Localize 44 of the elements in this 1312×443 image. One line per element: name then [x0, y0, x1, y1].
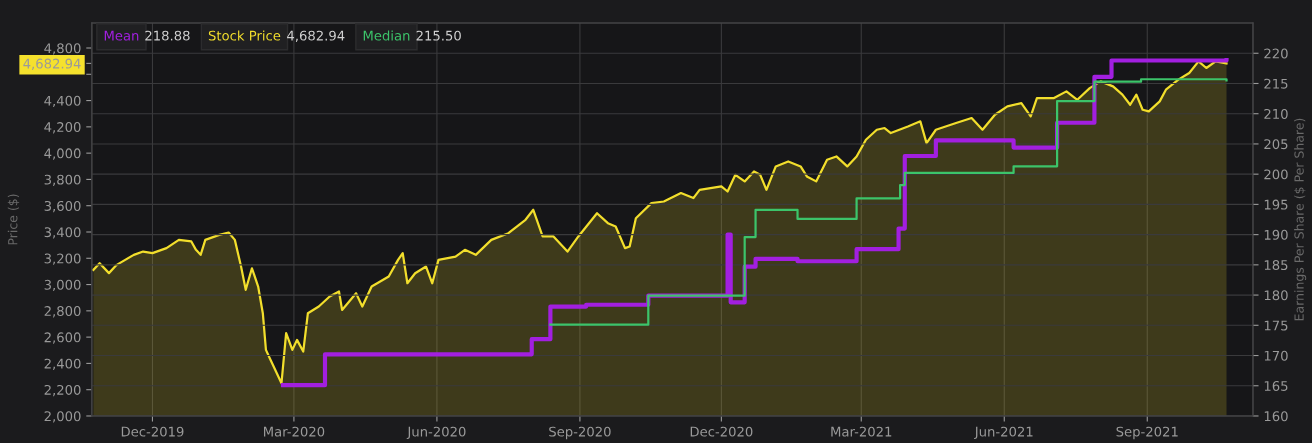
text: Stock Price — [208, 30, 281, 41]
y-tick-label: 2,400 — [44, 358, 81, 370]
y2-tick-label: 185 — [1264, 260, 1288, 271]
x-tick-label: Jun-2020 — [406, 426, 466, 440]
y-tick-label: 4,000 — [44, 148, 81, 160]
y-tick-label: 3,000 — [44, 279, 81, 292]
y-tick-label: 4,400 — [44, 95, 81, 108]
y2-tick-label: 215 — [1264, 78, 1288, 89]
x-tick-label: Dec-2020 — [690, 426, 753, 437]
y-tick-label: 4,682.94 — [23, 58, 81, 70]
y-tick-label: 3,200 — [44, 253, 81, 265]
y2-tick-label: 195 — [1264, 199, 1288, 210]
y-tick-label: 2,000 — [44, 411, 81, 423]
y-tick-label: 4,800 — [44, 43, 81, 55]
y-axis-title: Price ($) — [7, 194, 20, 245]
x-tick-label: Mar-2021 — [831, 426, 892, 437]
y2-tick-label: 210 — [1264, 108, 1288, 119]
y2-tick-label: 200 — [1264, 169, 1288, 180]
x-tick-label: Mar-2020 — [264, 426, 325, 437]
y2-tick-label: 205 — [1264, 139, 1288, 150]
y-tick-label: 3,800 — [44, 174, 81, 186]
y2-tick-label: 170 — [1264, 350, 1288, 361]
y-tick-label: 2,200 — [44, 384, 81, 397]
y-tick-label: 3,600 — [44, 200, 81, 213]
annotation: 215.50 — [416, 30, 461, 41]
y2-tick-label: 160 — [1264, 411, 1288, 422]
annotation: 218.88 — [145, 30, 190, 41]
text: Mean — [104, 30, 139, 41]
y2-tick-label: 180 — [1264, 290, 1288, 301]
y2-axis-title: Earnings Per Share ($ Per Share) — [1294, 118, 1307, 321]
annotation: 4,682.94 — [287, 30, 345, 42]
y-tick-label: 3,400 — [44, 227, 81, 239]
y-tick-label: 2,800 — [44, 306, 81, 318]
x-tick-label: Sep-2020 — [549, 426, 611, 440]
y2-tick-label: 175 — [1264, 320, 1288, 331]
y2-tick-label: 220 — [1264, 48, 1288, 59]
x-tick-label: Sep-2021 — [1116, 426, 1178, 440]
x-tick-label: Dec-2019 — [121, 426, 184, 437]
x-tick-label: Jun-2021 — [974, 426, 1033, 440]
y2-tick-label: 190 — [1264, 229, 1288, 240]
y-tick-label: 2,600 — [44, 332, 81, 344]
y-tick-label: 4,200 — [44, 122, 81, 134]
y2-tick-label: 165 — [1264, 380, 1288, 391]
text: Median — [363, 30, 410, 41]
